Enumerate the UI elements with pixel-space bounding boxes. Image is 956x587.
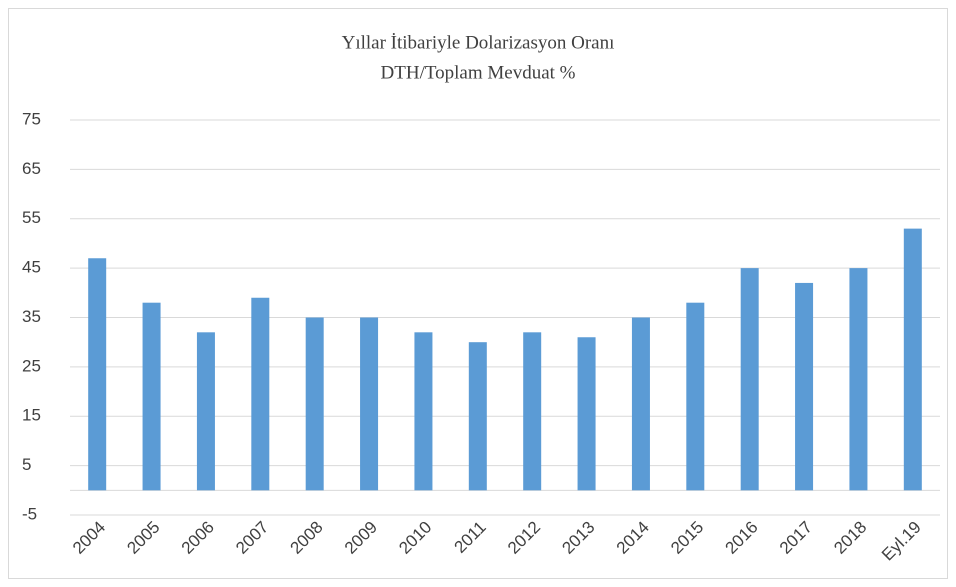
y-tick-label: 55 [22, 208, 41, 227]
chart-title: Yıllar İtibariyle Dolarizasyon Oranı [342, 32, 615, 53]
y-tick-label: 5 [22, 455, 31, 474]
bar [305, 317, 324, 491]
bar [88, 258, 107, 491]
bar [903, 228, 922, 491]
y-tick-label: 25 [22, 356, 41, 375]
bar [631, 317, 650, 491]
bar [251, 297, 270, 491]
bar [196, 332, 215, 491]
bar [849, 268, 868, 491]
bar [740, 268, 759, 491]
y-tick-label: 15 [22, 406, 41, 425]
y-tick-label: 35 [22, 307, 41, 326]
bar [360, 317, 379, 491]
bar [523, 332, 542, 491]
bar [468, 342, 487, 491]
bar [577, 337, 596, 491]
y-tick-label: 75 [22, 109, 41, 128]
y-tick-label: -5 [22, 504, 37, 523]
bar [142, 302, 161, 491]
y-tick-label: 65 [22, 159, 41, 178]
bar [795, 282, 814, 491]
chart-subtitle: DTH/Toplam Mevduat % [381, 62, 576, 83]
bar [414, 332, 433, 491]
bar [686, 302, 705, 491]
y-tick-label: 45 [22, 258, 41, 277]
